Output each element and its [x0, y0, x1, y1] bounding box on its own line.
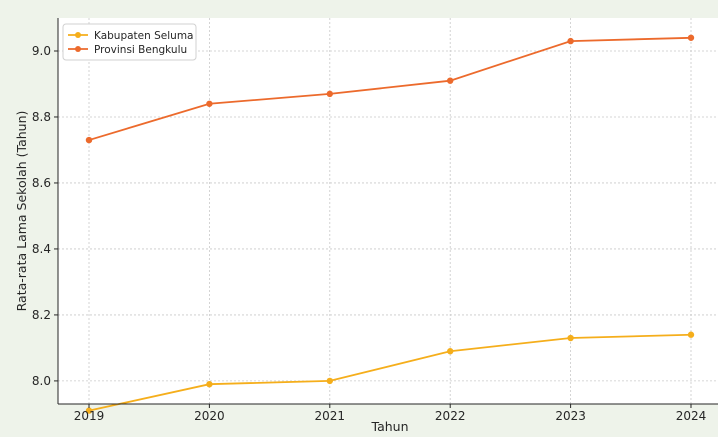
x-tick-label: 2022: [435, 409, 466, 423]
legend-box: [62, 23, 197, 61]
x-tick-label: 2019: [74, 409, 105, 423]
y-tick-label: 8.6: [32, 176, 51, 190]
data-point: [447, 348, 454, 355]
y-tick-label: 8.2: [32, 308, 51, 322]
series-line: [88, 36, 692, 141]
data-point: [206, 381, 213, 388]
plot-area: [58, 18, 718, 404]
data-point: [326, 90, 333, 98]
legend-label: Provinsi Bengkulu: [94, 44, 187, 56]
x-tick-label: 2024: [676, 409, 707, 423]
y-tick-label: 8.4: [32, 242, 51, 256]
y-tick-label: 8.0: [32, 374, 51, 388]
legend-entry: Kabupaten Seluma: [68, 30, 193, 42]
data-point: [206, 100, 213, 107]
data-point: [326, 377, 333, 385]
y-axis-label: Rata-rata Lama Sekolah (Tahun): [14, 111, 29, 312]
series-lines: [85, 34, 695, 414]
data-point: [687, 34, 695, 41]
y-tick-label: 8.8: [32, 110, 51, 124]
data-point: [85, 136, 93, 144]
legend-marker: [75, 32, 81, 38]
data-point: [85, 407, 93, 414]
legend: Kabupaten Seluma Provinsi Bengkulu: [62, 23, 197, 61]
axes: [57, 18, 718, 405]
series-line: [88, 333, 692, 412]
y-tick-label: 9.0: [32, 44, 51, 58]
data-point: [687, 331, 695, 338]
data-point: [447, 77, 454, 84]
x-axis-label: Tahun: [371, 419, 409, 434]
legend-entry: Provinsi Bengkulu: [68, 44, 187, 56]
legend-marker: [75, 46, 81, 52]
tick-labels: 2019 2020 2021 2022 2023 2024 8.0 8.2 8.4 8.6 8.8 9…: [32, 44, 706, 423]
x-tick-label: 2023: [555, 409, 586, 423]
series-kabupaten-seluma: [85, 331, 695, 414]
data-point: [567, 334, 574, 342]
data-point: [567, 37, 574, 45]
x-tick-label: 2020: [194, 409, 225, 423]
legend-label: Kabupaten Seluma: [94, 30, 193, 42]
x-tick-label: 2021: [315, 409, 346, 423]
series-provinsi-bengkulu: [85, 34, 695, 144]
